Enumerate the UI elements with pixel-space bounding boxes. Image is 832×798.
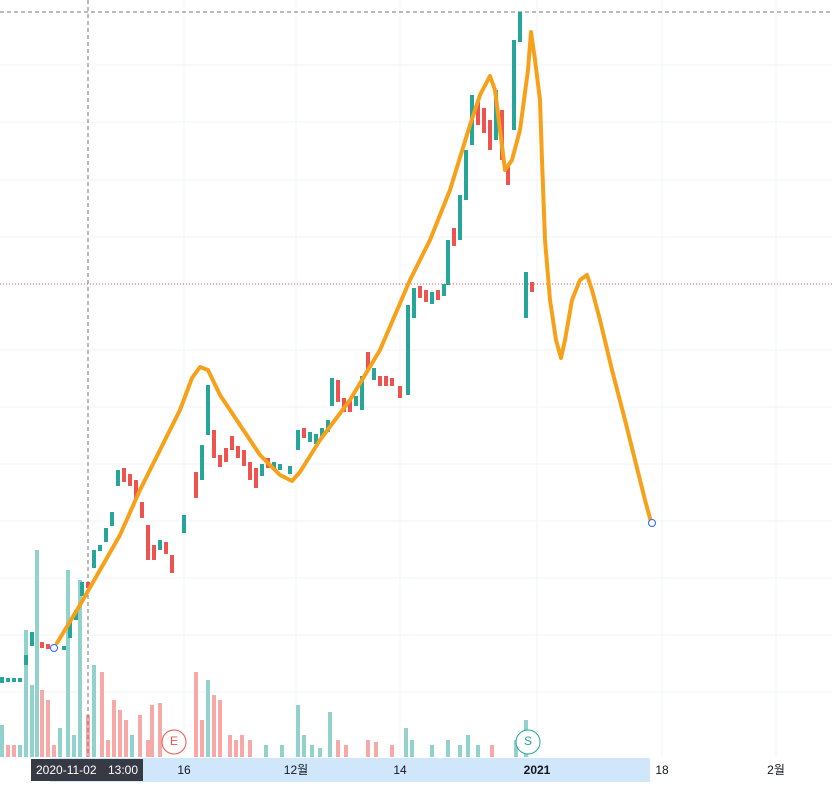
drawing-handle[interactable] bbox=[648, 519, 656, 527]
time-label: 2021 bbox=[524, 763, 551, 777]
split-marker[interactable] bbox=[515, 729, 541, 755]
marker-label: E bbox=[170, 734, 178, 748]
drawing-line bbox=[55, 30, 653, 645]
time-label: 18 bbox=[655, 763, 669, 777]
drawing-handle[interactable] bbox=[50, 644, 58, 652]
crosshair-date: 2020-11-02 bbox=[36, 763, 97, 777]
crosshair-label bbox=[31, 759, 143, 781]
grid bbox=[0, 0, 832, 757]
volume-bars bbox=[0, 550, 528, 757]
time-axis-labels: 16 12월 14 2021 18 2월 bbox=[177, 763, 785, 777]
time-label: 2월 bbox=[767, 763, 785, 777]
earnings-marker[interactable] bbox=[161, 729, 187, 755]
time-label: 12월 bbox=[284, 763, 308, 777]
time-label: 14 bbox=[393, 763, 407, 777]
marker-label: S bbox=[524, 734, 532, 748]
time-axis-selection bbox=[50, 758, 650, 782]
crosshair-time: 13:00 bbox=[108, 763, 138, 777]
time-label: 16 bbox=[177, 763, 191, 777]
candles bbox=[0, 12, 534, 683]
